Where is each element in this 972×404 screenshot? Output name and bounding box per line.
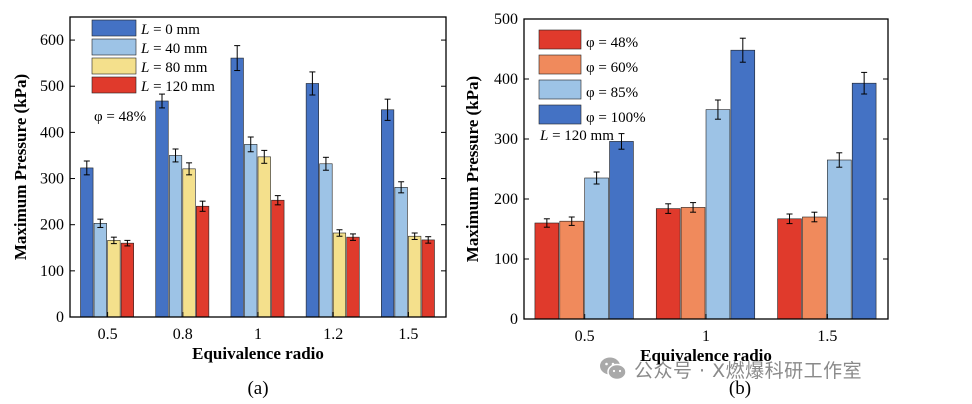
bar [680, 207, 706, 320]
x-tick-label: 0.5 [98, 326, 118, 343]
bar [168, 155, 183, 318]
legend-label: L = 80 mm [140, 60, 208, 76]
panel-label: (a) [247, 378, 268, 399]
bar [80, 167, 94, 318]
bar [182, 168, 196, 318]
legend-label: L = 0 mm [140, 22, 200, 38]
bar [584, 177, 609, 320]
legend-label: φ = 100% [586, 110, 646, 126]
watermark: 公众号 · X燃爆科研工作室 [598, 352, 968, 386]
legend-label: φ = 60% [586, 60, 638, 76]
legend-label: φ = 48% [586, 35, 638, 51]
bar [655, 208, 681, 320]
bar [421, 239, 435, 318]
annotation: L = 120 mm [539, 128, 614, 144]
y-tick-label: 200 [494, 191, 518, 208]
bar [196, 205, 210, 318]
legend-label: L = 40 mm [140, 41, 208, 57]
x-tick-label: 1 [702, 328, 710, 345]
bar [319, 163, 333, 318]
x-tick-label: 1 [254, 326, 262, 343]
legend-swatch [91, 38, 137, 56]
bar [271, 199, 285, 318]
bar [155, 100, 169, 318]
legend-label: L = 120 mm [140, 79, 215, 95]
wechat-icon [600, 357, 627, 381]
y-tick-label: 300 [40, 171, 64, 188]
legend-label: φ = 85% [586, 85, 638, 101]
x-axis-label: Equivalence radio [192, 344, 324, 363]
y-tick-label: 500 [40, 78, 64, 95]
x-tick-label: 0.5 [575, 328, 595, 345]
x-axis-label: Equivalence radio [640, 346, 772, 365]
bar [394, 187, 408, 318]
bar [851, 82, 877, 320]
y-tick-label: 400 [494, 71, 518, 88]
y-tick-label: 400 [40, 124, 64, 141]
bar [827, 159, 852, 320]
y-tick-label: 200 [40, 217, 64, 234]
x-tick-label: 1.2 [323, 326, 343, 343]
y-tick-label: 600 [40, 32, 64, 49]
watermark-text: 公众号 · X燃爆科研工作室 [634, 359, 863, 382]
bar [244, 144, 258, 318]
bar [609, 141, 634, 320]
y-axis-label: Maximum Pressure (kPa) [463, 76, 482, 262]
bar [332, 232, 347, 318]
legend-swatch [538, 54, 582, 75]
y-tick-label: 0 [56, 309, 64, 326]
legend-swatch [91, 76, 137, 94]
bar [107, 240, 121, 318]
bar [230, 57, 244, 318]
bar [381, 109, 395, 318]
bar [93, 223, 107, 318]
legend-swatch [91, 19, 137, 37]
bar [534, 222, 560, 320]
x-tick-label: 1.5 [398, 326, 418, 343]
y-tick-label: 300 [494, 131, 518, 148]
bar [346, 236, 360, 318]
legend-swatch [538, 29, 582, 50]
legend-swatch [538, 79, 582, 100]
bar [559, 220, 584, 320]
y-tick-label: 0 [510, 311, 518, 328]
y-tick-label: 100 [40, 263, 64, 280]
legend-swatch [538, 104, 582, 125]
bar [408, 235, 422, 318]
bar [802, 216, 827, 320]
y-tick-label: 500 [494, 11, 518, 28]
bar [257, 156, 271, 318]
annotation: φ = 48% [94, 109, 146, 125]
bar [705, 109, 731, 320]
x-tick-label: 1.5 [817, 328, 837, 345]
plot-frame [69, 16, 447, 318]
panel-label: (b) [729, 378, 751, 399]
legend-swatch [91, 57, 137, 75]
bar [305, 83, 319, 318]
bar [120, 242, 134, 318]
plot-frame [523, 18, 889, 320]
bar [730, 49, 756, 320]
y-axis-label: Maximum Pressure (kPa) [11, 74, 30, 260]
x-tick-label: 0.8 [173, 326, 193, 343]
y-tick-label: 100 [494, 251, 518, 268]
bar [777, 218, 802, 320]
